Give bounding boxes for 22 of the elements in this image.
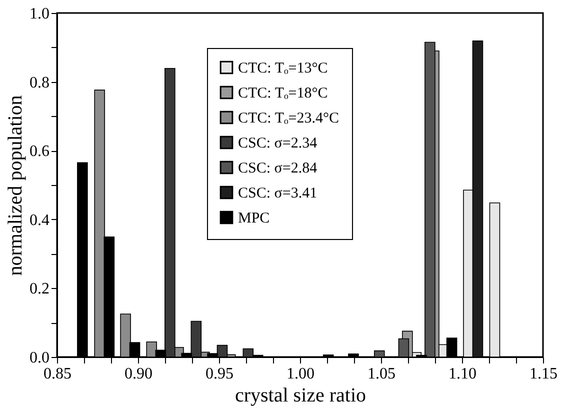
x-tick-label: 1.00: [286, 366, 314, 382]
y-tick-label: 0.2: [30, 280, 50, 298]
legend-label: CTC: Tₒ=13°C: [238, 60, 328, 76]
legend-label: CSC: σ=2.34: [238, 136, 318, 152]
x-tick-label: 0.95: [206, 366, 234, 382]
legend-label: CSC: σ=2.84: [238, 160, 318, 176]
legend-label: CTC: Tₒ=23.4°C: [238, 110, 340, 126]
x-tick-label: 0.85: [44, 366, 72, 382]
x-tick-label: 0.90: [124, 366, 152, 382]
legend-label: CSC: σ=3.41: [238, 186, 318, 202]
legend-label: MPC: [238, 210, 270, 226]
x-tick-label: 1.05: [368, 366, 396, 382]
y-tick-label: 0.8: [30, 74, 50, 92]
y-tick-label: 1.0: [30, 6, 50, 22]
x-tick-label: 1.10: [448, 366, 476, 382]
y-axis-title: normalized population: [4, 95, 26, 276]
y-tick-label: 0.4: [30, 212, 50, 229]
y-tick-label: 0.0: [30, 350, 50, 366]
x-axis-title: crystal size ratio: [234, 384, 366, 406]
legend-label: CTC: Tₒ=18°C: [238, 86, 328, 102]
y-tick-label: 0.6: [30, 143, 50, 160]
x-tick-label: 1.15: [530, 366, 558, 382]
